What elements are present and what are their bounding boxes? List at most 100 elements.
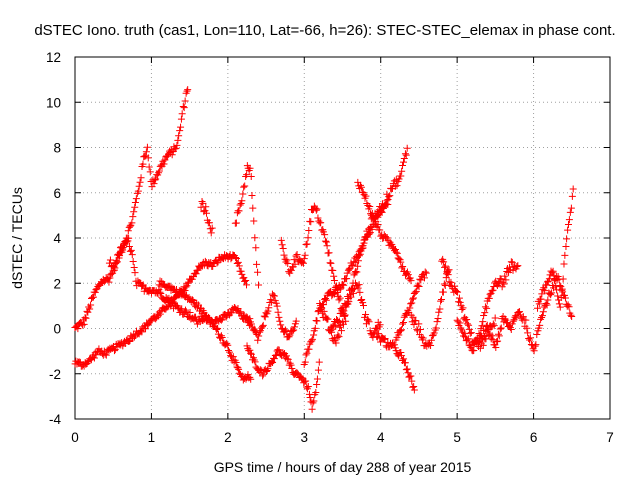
data-point — [226, 348, 234, 356]
data-point — [480, 311, 488, 319]
data-point — [376, 208, 384, 216]
data-point — [544, 296, 552, 304]
data-point — [414, 281, 422, 289]
data-point — [392, 248, 400, 256]
data-point — [272, 299, 280, 307]
data-point — [235, 207, 243, 215]
data-point — [128, 251, 136, 259]
data-point — [125, 242, 133, 250]
data-point — [332, 339, 340, 347]
data-point — [150, 180, 158, 188]
data-point — [255, 332, 263, 340]
data-point — [384, 196, 392, 204]
data-point — [111, 346, 119, 354]
data-point — [308, 335, 316, 343]
data-point — [246, 373, 254, 381]
data-point — [421, 268, 429, 276]
data-point — [397, 326, 405, 334]
data-point — [461, 330, 469, 338]
data-point — [238, 197, 246, 205]
data-point — [356, 288, 364, 296]
data-point — [392, 347, 400, 355]
data-point — [171, 145, 179, 153]
data-point — [259, 323, 267, 331]
data-point — [160, 280, 168, 288]
data-point — [514, 262, 522, 270]
data-point — [300, 255, 308, 263]
data-point — [232, 253, 240, 261]
data-point — [328, 328, 336, 336]
data-point — [217, 332, 225, 340]
data-point — [97, 279, 105, 287]
data-point — [218, 315, 226, 323]
data-point — [415, 320, 423, 328]
data-point — [380, 335, 388, 343]
data-point — [507, 258, 515, 266]
data-point — [305, 226, 313, 234]
data-point — [349, 289, 357, 297]
data-point — [405, 309, 413, 317]
data-point — [321, 295, 329, 303]
data-point — [139, 160, 147, 168]
data-point — [366, 202, 374, 210]
data-point — [198, 310, 206, 318]
data-point — [315, 358, 323, 366]
data-point — [324, 315, 332, 323]
data-point — [165, 294, 173, 302]
data-point — [401, 150, 409, 158]
data-point — [86, 305, 94, 313]
data-point — [234, 258, 242, 266]
data-point — [82, 314, 90, 322]
data-point — [410, 386, 418, 394]
data-point — [440, 258, 448, 266]
data-point — [304, 383, 312, 391]
data-point — [160, 160, 168, 168]
data-point — [186, 309, 194, 317]
data-point — [118, 245, 126, 253]
data-point — [459, 304, 467, 312]
data-point — [130, 264, 138, 272]
data-point — [408, 299, 416, 307]
data-point — [502, 276, 510, 284]
data-point — [178, 110, 186, 118]
chart-title: dSTEC Iono. truth (cas1, Lon=110, Lat=-6… — [34, 22, 615, 39]
data-point — [418, 336, 426, 344]
data-point — [205, 219, 213, 227]
data-point — [539, 312, 547, 320]
data-point — [364, 231, 372, 239]
data-point — [312, 206, 320, 214]
data-point — [247, 375, 255, 383]
data-point — [398, 167, 406, 175]
data-point — [541, 287, 549, 295]
data-point — [84, 308, 92, 316]
data-point — [292, 252, 300, 260]
data-point — [115, 250, 123, 258]
data-point — [400, 154, 408, 162]
y-tick-label: 10 — [46, 95, 61, 110]
data-point — [290, 323, 298, 331]
data-point — [440, 280, 448, 288]
data-point — [408, 377, 416, 385]
data-point — [513, 313, 521, 321]
data-point — [270, 292, 278, 300]
data-point — [487, 335, 495, 343]
data-point — [261, 313, 269, 321]
data-point — [329, 266, 337, 274]
x-axis-label: GPS time / hours of day 288 of year 2015 — [214, 459, 472, 475]
data-point — [274, 346, 282, 354]
data-point — [311, 324, 319, 332]
data-point — [278, 241, 286, 249]
data-point — [479, 318, 487, 326]
data-point — [131, 333, 139, 341]
data-point — [337, 327, 345, 335]
data-point — [461, 333, 469, 341]
data-point — [254, 268, 262, 276]
data-point — [177, 115, 185, 123]
x-tick-label: 7 — [606, 430, 614, 445]
data-point — [255, 281, 263, 289]
data-point — [252, 244, 260, 252]
data-point — [234, 364, 242, 372]
data-point — [76, 358, 84, 366]
data-point — [438, 296, 446, 304]
data-point — [481, 309, 489, 317]
